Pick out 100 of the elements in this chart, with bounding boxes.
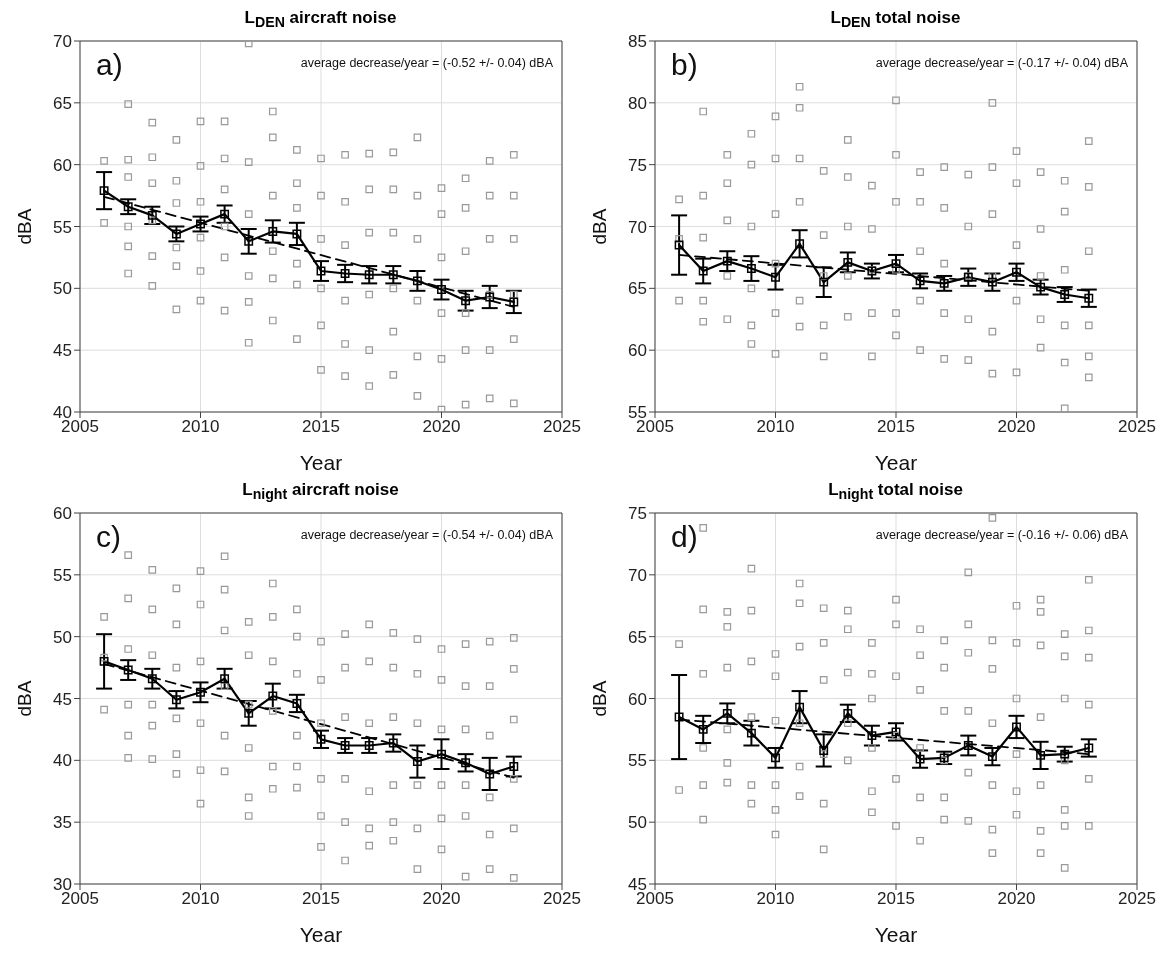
chart-title: L$_{night}$ aircraft noise: [241, 480, 400, 505]
point: [437, 749, 446, 759]
point: [843, 708, 853, 718]
point: [437, 285, 446, 295]
point: [147, 210, 157, 220]
point: [509, 297, 519, 307]
x-tick-label: 2020: [997, 889, 1036, 909]
point: [722, 256, 732, 266]
point: [340, 741, 350, 750]
x-tick-label: 2010: [756, 889, 795, 909]
x-tick-label: 2010: [756, 417, 795, 437]
y-axis-title: dBA: [588, 208, 610, 245]
point: [244, 236, 254, 246]
x-axis-title: Year: [299, 923, 343, 946]
y-tick-label: 50: [53, 279, 72, 299]
chart-title: L$_{night}$ total noise: [827, 480, 964, 505]
point: [412, 276, 422, 286]
annotation: b): [671, 48, 698, 82]
point: [364, 741, 374, 750]
point: [1012, 722, 1021, 732]
y-tick-label: 85: [628, 32, 647, 52]
x-tick-label: 2010: [181, 417, 220, 437]
y-tick-label: 70: [628, 565, 647, 585]
x-axis-title: Year: [299, 451, 343, 474]
y-tick-label: 75: [628, 155, 647, 175]
point: [244, 708, 254, 718]
point: [461, 758, 471, 768]
y-tick-label: 45: [53, 689, 72, 709]
point: [171, 229, 181, 239]
x-tick-label: 2010: [181, 889, 220, 909]
point: [461, 296, 471, 306]
point: [388, 270, 398, 280]
point: [867, 731, 877, 741]
y-tick-label: 65: [53, 93, 72, 113]
x-tick-label: 2020: [997, 417, 1036, 437]
point: [746, 264, 756, 273]
point: [891, 727, 901, 737]
y-tick-label: 50: [628, 813, 647, 833]
point: [771, 272, 780, 282]
point: [795, 239, 805, 249]
y-tick-label: 60: [53, 504, 72, 524]
x-tick-label: 2025: [1118, 889, 1156, 909]
point: [771, 753, 780, 763]
point: [412, 757, 422, 767]
y-tick-label: 65: [628, 279, 647, 299]
point: [268, 226, 278, 236]
point: [819, 277, 829, 287]
y-tick-label: 70: [628, 217, 647, 237]
point: [1060, 749, 1070, 759]
point: [987, 277, 997, 287]
point: [987, 752, 997, 762]
point: [1036, 282, 1046, 292]
point: [485, 769, 495, 779]
point: [316, 734, 326, 744]
y-axis-title: dBA: [13, 208, 35, 245]
point: [746, 728, 756, 738]
point: [99, 656, 109, 666]
y-tick-label: 40: [53, 751, 72, 771]
x-tick-label: 2015: [302, 417, 340, 437]
x-axis-title: Year: [874, 451, 918, 474]
point: [891, 259, 901, 269]
x-tick-label: 2020: [422, 417, 461, 437]
y-tick-label: 75: [628, 504, 647, 524]
point: [698, 724, 708, 734]
point: [388, 738, 398, 748]
point: [292, 698, 302, 708]
x-tick-label: 2025: [543, 417, 581, 437]
x-tick-label: 2020: [422, 889, 461, 909]
point: [147, 674, 157, 684]
y-tick-label: 55: [53, 565, 72, 585]
y-axis-title: dBA: [13, 680, 35, 717]
chart-title: L$_{DEN}$ total noise: [829, 8, 962, 33]
point: [915, 276, 925, 286]
point: [674, 240, 684, 250]
y-tick-label: 35: [53, 813, 72, 833]
point: [196, 219, 205, 229]
annotation: c): [96, 520, 121, 554]
y-tick-label: 70: [53, 32, 72, 52]
point: [340, 269, 350, 278]
point: [915, 754, 925, 764]
annotation: d): [671, 520, 698, 554]
point: [509, 762, 519, 771]
point: [1060, 290, 1070, 299]
point: [1084, 293, 1094, 303]
point: [220, 674, 230, 684]
annotation: average decrease/year = (-0.54 +/- 0.04) dBA: [300, 528, 553, 542]
point: [220, 209, 230, 219]
y-tick-label: 45: [53, 341, 72, 361]
annotation: average decrease/year = (-0.52 +/- 0.04) dBA: [300, 56, 553, 70]
point: [819, 745, 829, 755]
chart-title: L$_{DEN}$ aircraft noise: [243, 8, 398, 33]
y-axis-title: dBA: [588, 680, 610, 717]
point: [364, 270, 374, 280]
point: [698, 266, 708, 276]
point: [196, 687, 205, 697]
x-tick-label: 2015: [302, 889, 340, 909]
x-tick-label: 2015: [877, 417, 915, 437]
y-tick-label: 80: [628, 93, 647, 113]
point: [843, 257, 853, 267]
x-tick-label: 2025: [543, 889, 581, 909]
